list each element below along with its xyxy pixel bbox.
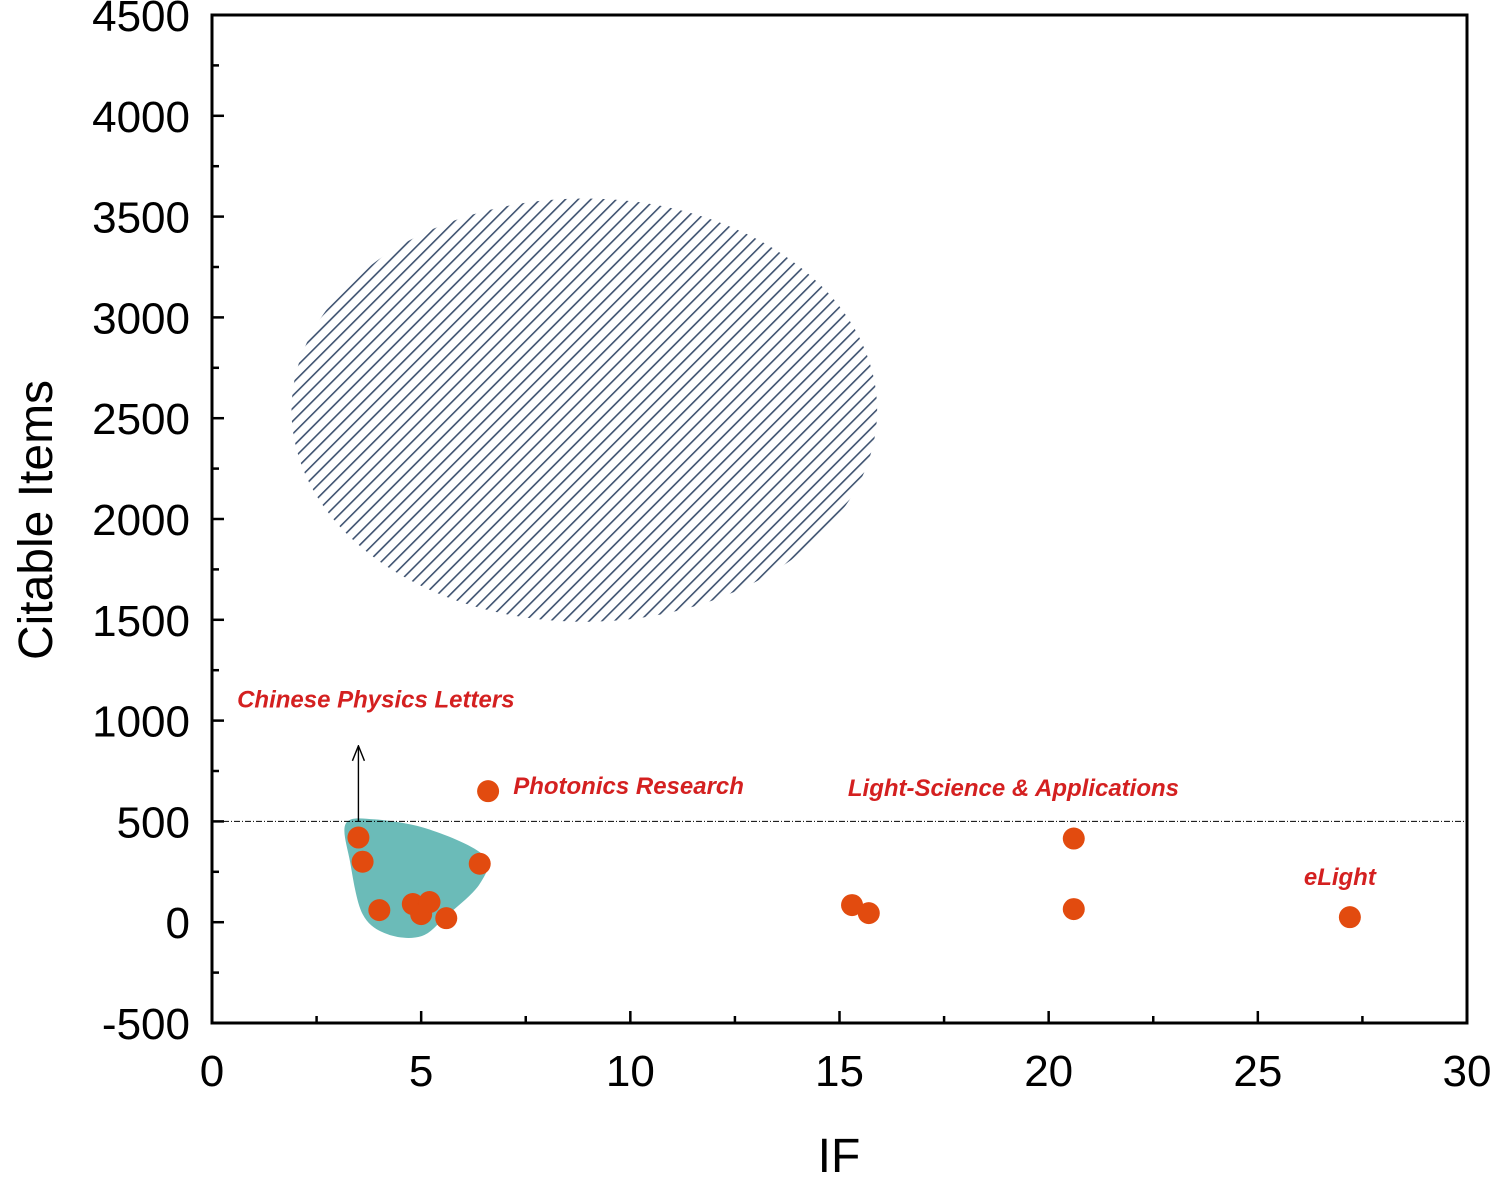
x-tick-label: 15	[815, 1047, 864, 1096]
y-tick-label: 1500	[92, 597, 190, 646]
data-point	[1338, 906, 1361, 929]
y-tick-label: -500	[102, 1000, 190, 1049]
y-tick-label: 4500	[92, 0, 190, 41]
axis-ticks	[210, 13, 1469, 1025]
x-tick-label: 10	[606, 1047, 655, 1096]
y-tick-label: 3500	[92, 194, 190, 243]
x-tick-label: 20	[1024, 1047, 1073, 1096]
y-tick-label: 500	[117, 798, 190, 847]
y-axis-title: Citable Items	[10, 380, 63, 660]
data-point	[368, 899, 391, 922]
y-tick-label: 2000	[92, 496, 190, 545]
data-points	[347, 780, 1361, 930]
highlight-regions	[291, 198, 878, 938]
data-point	[1062, 898, 1085, 921]
data-point	[1062, 827, 1085, 850]
journal-annotations: Chinese Physics Letters Photonics Researc…	[237, 686, 1377, 890]
x-tick-label: 5	[409, 1047, 433, 1096]
y-tick-label: 2500	[92, 395, 190, 444]
data-point	[351, 850, 374, 873]
annotation-label: Photonics Research	[513, 773, 744, 800]
data-point	[347, 826, 370, 849]
data-point	[418, 891, 441, 914]
y-tick-label: 4000	[92, 93, 190, 142]
annotation-label: Light-Science & Applications	[848, 775, 1179, 802]
data-point	[841, 894, 864, 917]
hatched-ellipse-region	[291, 198, 878, 622]
annotation-label: Chinese Physics Letters	[237, 686, 514, 713]
annotation-label: eLight	[1304, 864, 1377, 891]
y-tick-label: 3000	[92, 294, 190, 343]
y-tick-label: 0	[166, 899, 190, 948]
y-tick-label: 1000	[92, 698, 190, 747]
data-point	[477, 780, 500, 803]
x-axis-title: IF	[818, 1130, 861, 1183]
x-tick-label: 25	[1233, 1047, 1282, 1096]
data-point	[468, 852, 491, 875]
data-point	[435, 907, 458, 930]
x-tick-label: 30	[1443, 1047, 1492, 1096]
x-tick-label: 0	[200, 1047, 224, 1096]
data-point	[857, 902, 880, 925]
x-tick-labels: 0 5 10 15 20 25 30	[200, 1047, 1492, 1096]
y-tick-labels: -500 0 500 1000 1500 2000 2500 3000 3500 4000 4500	[92, 0, 190, 1049]
